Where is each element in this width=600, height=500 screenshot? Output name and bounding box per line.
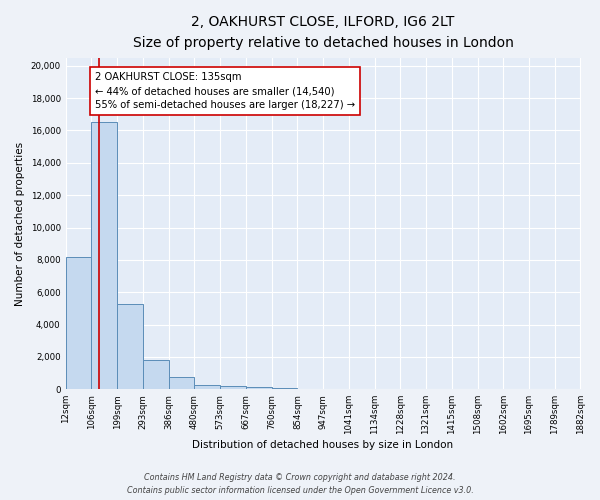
Bar <box>272 388 298 389</box>
Bar <box>143 360 169 389</box>
Text: 2 OAKHURST CLOSE: 135sqm
← 44% of detached houses are smaller (14,540)
55% of se: 2 OAKHURST CLOSE: 135sqm ← 44% of detach… <box>95 72 355 110</box>
Title: 2, OAKHURST CLOSE, ILFORD, IG6 2LT
Size of property relative to detached houses : 2, OAKHURST CLOSE, ILFORD, IG6 2LT Size … <box>133 15 514 50</box>
Bar <box>91 122 117 389</box>
Text: Contains HM Land Registry data © Crown copyright and database right 2024.
Contai: Contains HM Land Registry data © Crown c… <box>127 474 473 495</box>
Bar <box>220 386 246 389</box>
Bar <box>246 388 272 389</box>
Bar <box>169 376 194 389</box>
Bar <box>65 256 91 389</box>
Bar <box>194 384 220 389</box>
X-axis label: Distribution of detached houses by size in London: Distribution of detached houses by size … <box>193 440 454 450</box>
Bar <box>117 304 143 389</box>
Y-axis label: Number of detached properties: Number of detached properties <box>15 142 25 306</box>
